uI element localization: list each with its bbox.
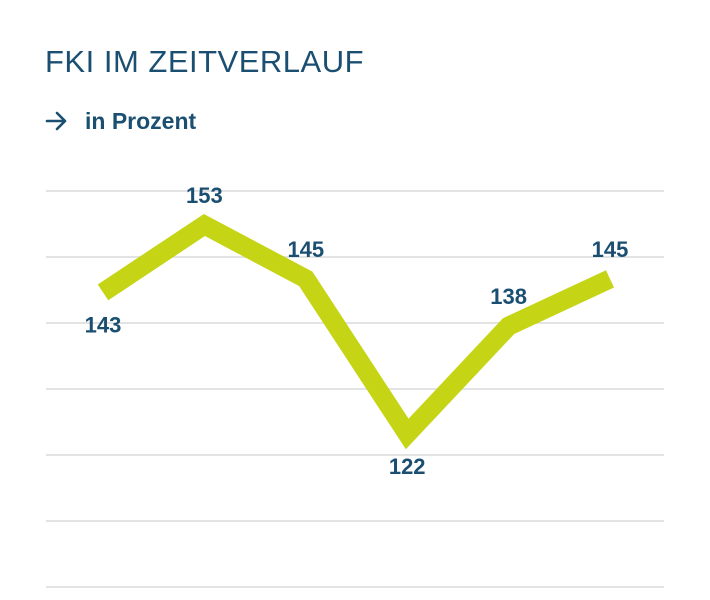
chart-subtitle: in Prozent bbox=[45, 104, 196, 138]
chart-series bbox=[97, 213, 615, 450]
data-label-6: 145 bbox=[592, 237, 629, 262]
chart-subtitle-text: in Prozent bbox=[85, 107, 197, 134]
data-label-3: 145 bbox=[287, 237, 324, 262]
data-label-1: 143 bbox=[85, 312, 122, 337]
chart-grid bbox=[46, 190, 664, 588]
data-label-2: 153 bbox=[186, 183, 223, 208]
arrow-right-icon bbox=[45, 111, 67, 131]
chart-data-labels: 143 153 145 122 138 145 bbox=[85, 183, 629, 479]
data-label-5: 138 bbox=[490, 284, 527, 309]
series-line bbox=[97, 213, 615, 450]
chart-title: FKI IM ZEITVERLAUF bbox=[45, 44, 365, 79]
data-label-4: 122 bbox=[389, 454, 426, 479]
